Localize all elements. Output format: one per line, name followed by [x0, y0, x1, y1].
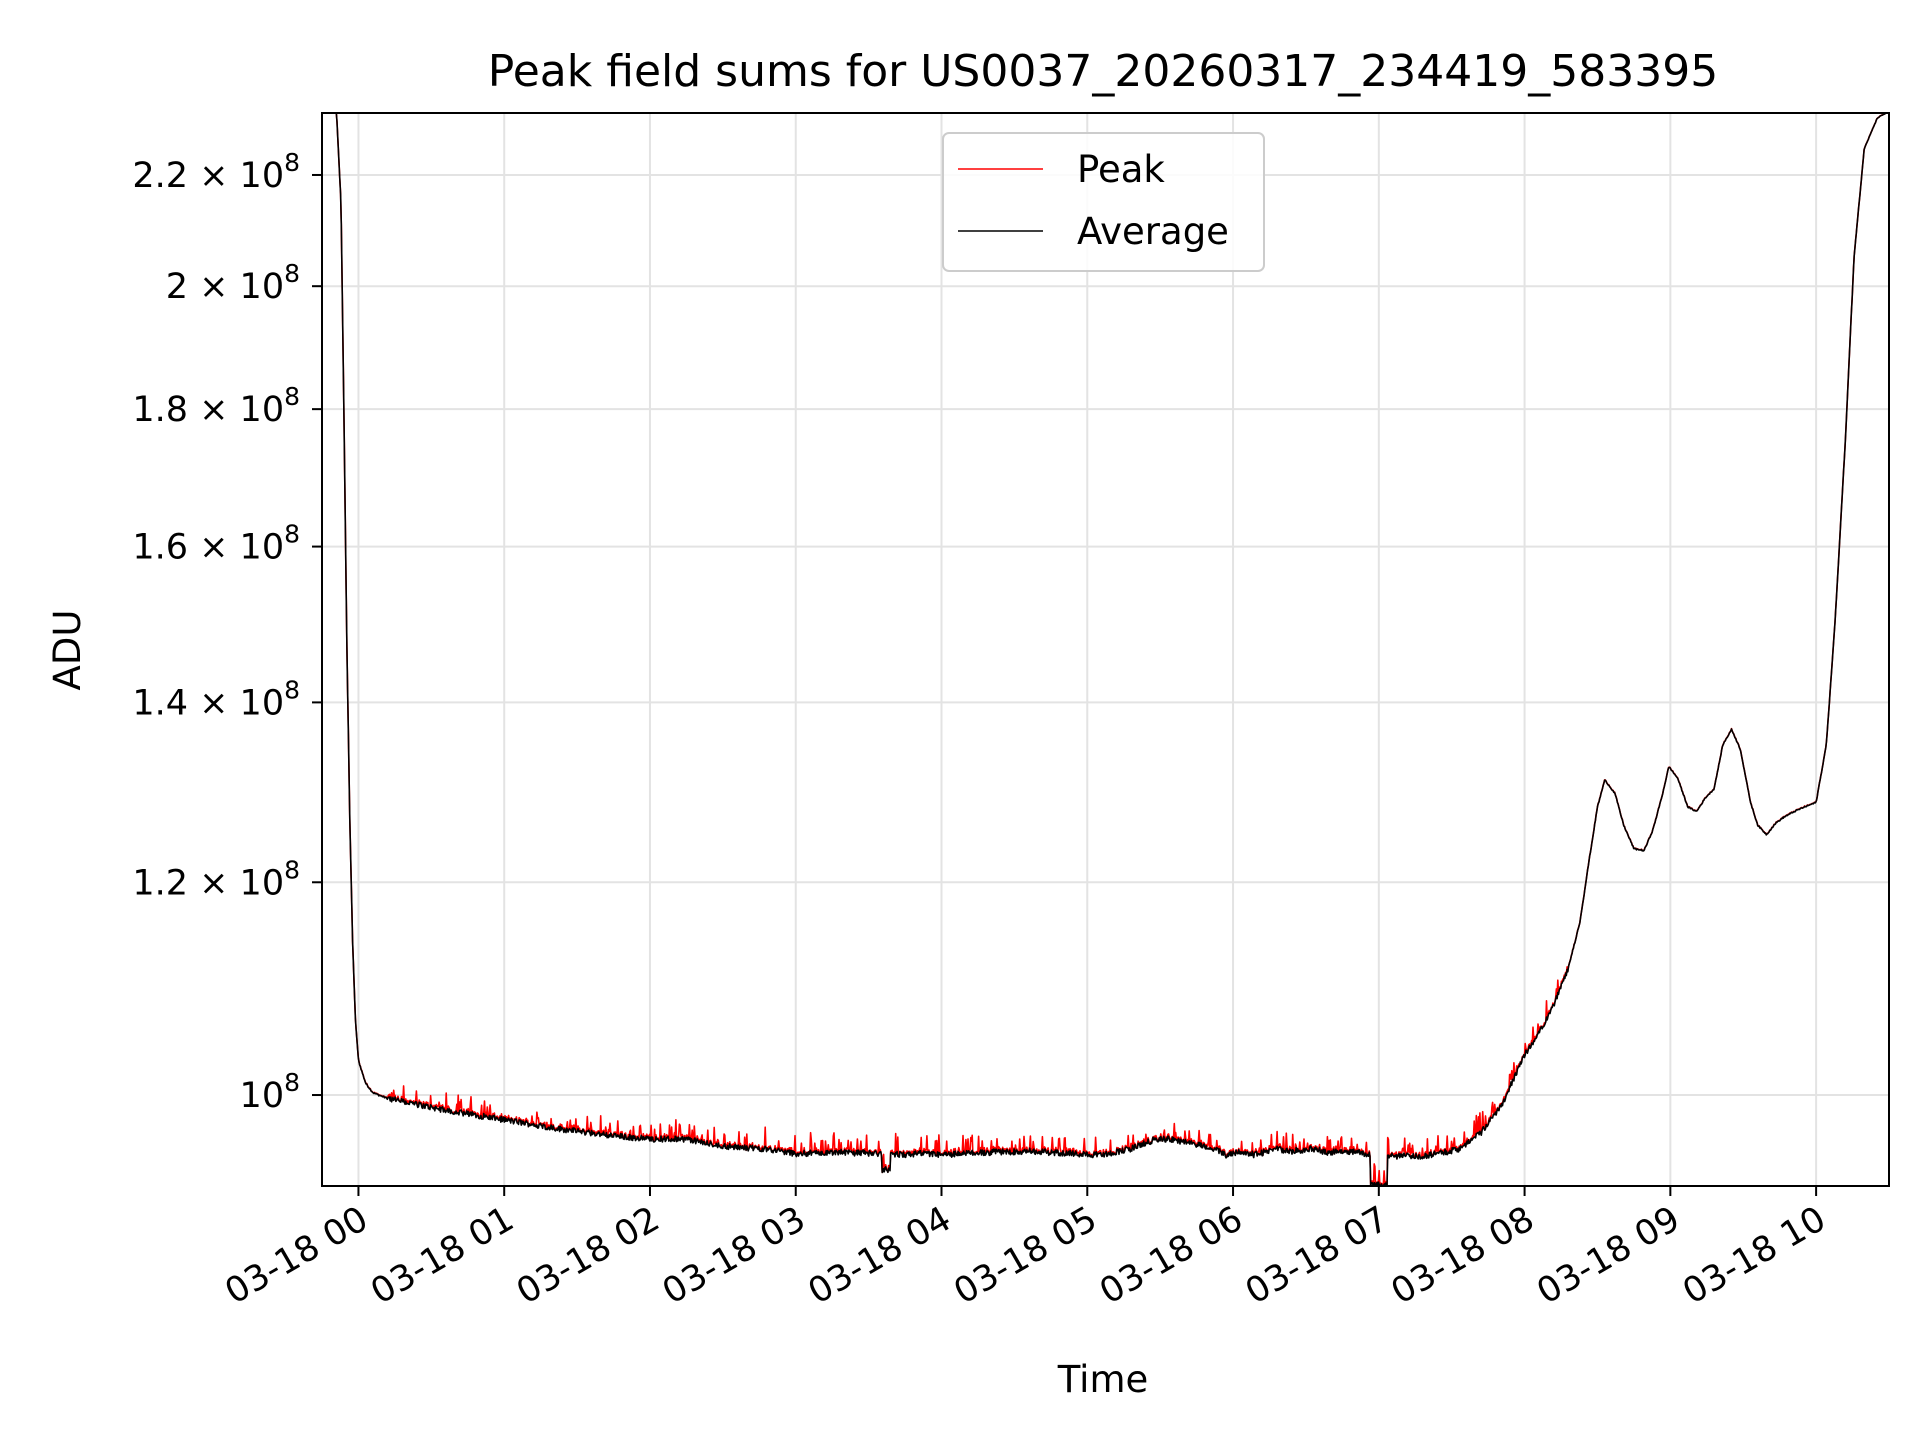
x-tick-label: 03-18 05: [947, 1199, 1103, 1312]
grid-lines: [322, 113, 1889, 1186]
series-line-average: [326, 113, 1887, 1186]
x-tick-label: 03-18 02: [510, 1199, 666, 1312]
x-tick-label: 03-18 06: [1093, 1199, 1249, 1312]
chart-title: Peak field sums for US0037_20260317_2344…: [488, 46, 1718, 97]
y-tick-label: 1.4 × 108: [132, 675, 300, 723]
x-axis-label: Time: [1057, 1358, 1149, 1401]
y-tick-label: 1.8 × 108: [132, 382, 300, 430]
plot-area: [326, 113, 1887, 1186]
legend: Peak Average: [942, 132, 1265, 272]
x-tick-label: 03-18 00: [219, 1199, 375, 1312]
legend-label-peak: Peak: [1077, 148, 1165, 191]
series-line-peak: [326, 113, 1887, 1186]
x-tick-label: 03-18 03: [656, 1199, 812, 1312]
y-tick-label: 2 × 108: [166, 259, 300, 307]
y-tick-label: 1.6 × 108: [132, 520, 300, 568]
legend-box: [942, 132, 1265, 272]
x-tick-label: 03-18 10: [1676, 1199, 1832, 1312]
x-tick-label: 03-18 08: [1385, 1199, 1541, 1312]
y-axis-label: ADU: [46, 610, 89, 691]
y-tick-label: 2.2 × 108: [132, 148, 300, 196]
x-tick-label: 03-18 04: [802, 1199, 958, 1312]
y-tick-label: 108: [240, 1068, 300, 1116]
x-tick-label: 03-18 07: [1239, 1199, 1395, 1312]
y-tick-label: 1.2 × 108: [132, 855, 300, 903]
plot-frame: [321, 112, 1890, 1187]
x-tick-label: 03-18 09: [1531, 1199, 1687, 1312]
legend-label-average: Average: [1077, 210, 1229, 253]
y-axis: 108 1.2 × 108 1.4 × 108 1.6 × 108 1.8 × 108 2…: [132, 148, 322, 1116]
x-tick-label: 03-18 01: [364, 1199, 520, 1312]
